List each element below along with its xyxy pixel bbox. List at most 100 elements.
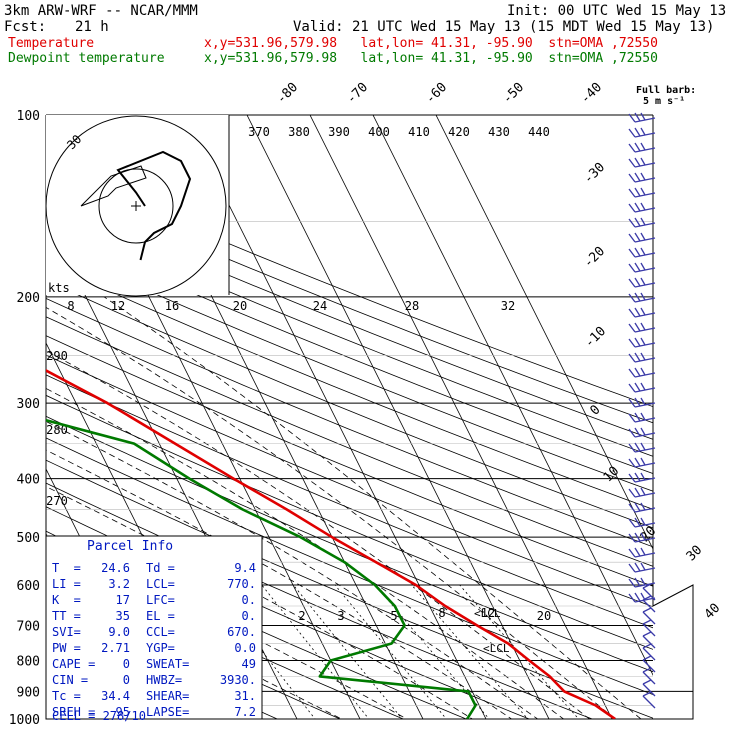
isotherm-label: -20 (581, 244, 608, 271)
wind-barb (642, 607, 656, 625)
wind-barb-flag (640, 427, 646, 436)
parcel-info-cell: 670. (227, 625, 256, 639)
wind-barb-shaft (642, 587, 656, 601)
wind-barb (642, 595, 656, 613)
wind-barb-shaft (634, 222, 656, 228)
isotherm-label: -10 (582, 324, 609, 351)
wind-barb-flag (640, 517, 646, 526)
wind-barb-flag (640, 367, 646, 376)
barb-legend-unit: 5 m s⁻¹ (643, 96, 685, 107)
wind-barb (628, 307, 656, 318)
forecast-hour: 21 h (75, 19, 109, 35)
isotherm-label: -40 (578, 80, 605, 107)
wind-barb-flag (628, 518, 636, 528)
parcel-info-cell: CIN = (52, 673, 89, 687)
wind-barb-flag (634, 397, 641, 407)
adiabat-label: 290 (46, 349, 68, 363)
wind-barb-shaft (634, 372, 656, 378)
dewpoint-profile (46, 418, 477, 719)
wind-barb-flag (634, 322, 641, 332)
barb-legend-label: Full barb: (636, 85, 696, 96)
wind-barb (628, 457, 656, 468)
adiabat-label: 280 (46, 423, 68, 437)
moist-adiabat-line (46, 350, 591, 719)
wind-barb-flag (640, 397, 646, 406)
parcel-info-cell: SREH = (52, 705, 96, 719)
parcel-info-cell: 0 (122, 657, 130, 671)
wind-barb (642, 631, 656, 649)
frame-bottom (46, 584, 694, 720)
parcel-info-cell: HWBZ= (146, 673, 183, 687)
theta-e-label: 440 (528, 125, 550, 139)
wind-barb-flag (628, 443, 636, 453)
parcel-info-cell: 9.0 (108, 625, 130, 639)
theta-e-label: 390 (328, 125, 350, 139)
wind-barb-shaft (642, 659, 656, 673)
wind-barb-flag (634, 442, 641, 452)
wind-barb-shaft (634, 297, 656, 303)
wind-barb-flag (640, 532, 646, 541)
hodograph-background (46, 115, 229, 295)
mixing-ratio-line (261, 584, 370, 719)
wind-barb-flag (642, 679, 652, 685)
wind-barb (642, 691, 656, 709)
wind-barb-flag (634, 352, 641, 362)
wind-barb-flag (634, 382, 641, 392)
hodograph-speed-label: 32 (501, 299, 515, 313)
dry-adiabat-line (46, 374, 653, 629)
wind-barb (628, 232, 656, 243)
parcel-info-cell: SVI= (52, 625, 81, 639)
wind-barb (628, 577, 656, 588)
mixing-ratio-label: 2 (298, 609, 305, 623)
valid-time: Valid: 21 UTC Wed 15 May 13 (15 MDT Wed … (293, 19, 715, 35)
wind-barb-shaft (634, 252, 656, 258)
hodograph-speed-label: 16 (165, 299, 179, 313)
pressure-label: 100 (17, 109, 40, 124)
isotherm-label: 40 (702, 601, 724, 623)
mixing-ratio-line (411, 584, 529, 719)
pressure-label: 1000 (9, 713, 40, 728)
wind-barb-flag (642, 655, 652, 661)
wind-barb-shaft (634, 462, 656, 468)
wind-barb-flag (640, 502, 646, 511)
pressure-label: 200 (17, 291, 40, 306)
parcel-info-cell: 770. (227, 577, 256, 591)
wind-barb-flag (640, 112, 646, 121)
wind-barb-flag (628, 218, 636, 228)
mixing-ratio-line (210, 584, 316, 719)
wind-barb-shaft (634, 177, 656, 183)
wind-barb-flag (640, 232, 646, 241)
forecast-label: Fcst: (4, 19, 47, 35)
wind-barb-flag (628, 173, 636, 183)
hodograph-speed-label: 12 (111, 299, 125, 313)
wind-barb-flag (634, 532, 641, 542)
wind-barb-flag (628, 203, 636, 213)
dry-adiabat-line (46, 459, 653, 719)
parcel-info-title: Parcel Info (87, 539, 174, 554)
isotherm-line (309, 115, 613, 719)
wind-barb-flag (634, 472, 641, 482)
dewpoint-legend-info: x,y=531.96,579.98 lat,lon= 41.31, -95.90… (204, 51, 658, 66)
wind-barb (628, 427, 656, 438)
wind-barb-shaft (634, 147, 656, 153)
isotherm-line (372, 115, 653, 676)
wind-barb-shaft (642, 695, 656, 709)
wind-barb-shaft (634, 522, 656, 528)
wind-barb-shaft (642, 635, 656, 649)
mixing-ratio-line (459, 584, 580, 719)
hodograph-speed-label: 20 (233, 299, 247, 313)
profiles (46, 369, 616, 719)
wind-barb (628, 442, 656, 453)
wind-barb-flag (640, 337, 646, 346)
wind-barb (628, 277, 656, 288)
parcel-info-cell: LAPSE= (146, 705, 190, 719)
wind-barb-flag (628, 308, 636, 318)
parcel-info-cell: SWEAT= (146, 657, 190, 671)
wind-barb (642, 619, 656, 637)
parcel-info-cell: EL = (146, 609, 175, 623)
wind-barb-flag (628, 428, 636, 438)
wind-barb-flag (634, 457, 641, 467)
wind-barb-flag (634, 502, 641, 512)
wind-barb-shaft (634, 192, 656, 198)
